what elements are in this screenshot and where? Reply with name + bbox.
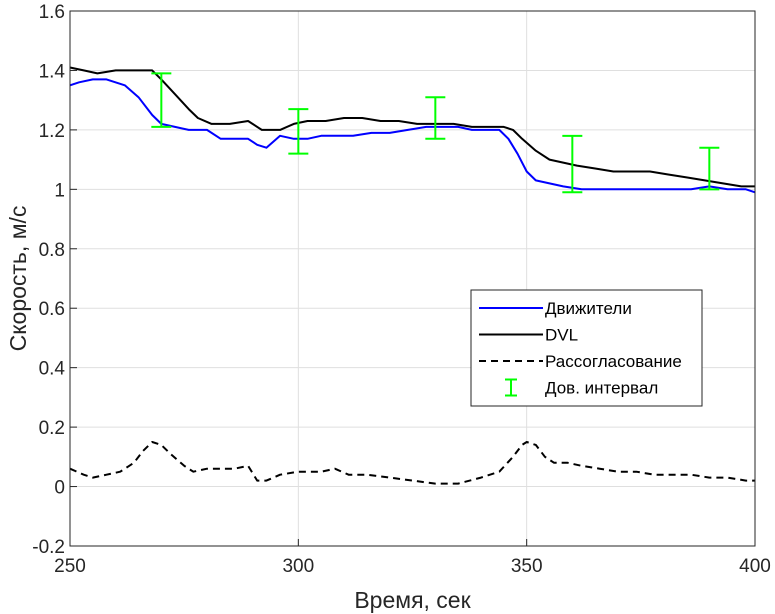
y-tick-label: 0.8 [39, 240, 65, 261]
y-tick-label: 1.4 [39, 61, 66, 82]
errorbar-mark [288, 108, 309, 155]
legend-label: Движители [545, 299, 632, 318]
errorbar-mark [699, 146, 720, 191]
y-tick-label: 0.2 [39, 418, 65, 439]
legend: Движители DVL Рассогласование Дов. интервал [470, 289, 703, 407]
y-tick-label: 0 [54, 478, 65, 499]
x-tick-label: 250 [54, 556, 86, 577]
series-0-line [69, 78, 756, 194]
y-axis-label: Скорость, м/с [5, 206, 31, 352]
tick-layer: 250 300 350 400 -0.2 0 0.2 0.4 0.6 0.8 1 1.2 1.4 1.6 [32, 2, 771, 577]
legend-box [470, 289, 703, 407]
legend-label: DVL [545, 326, 578, 345]
series-2-line [69, 441, 755, 485]
x-axis-label: Время, сек [354, 587, 471, 613]
y-tick-label: 1.6 [39, 2, 65, 23]
legend-label: Дов. интервал [545, 379, 658, 398]
plot-border [69, 10, 756, 547]
series-1-line [69, 66, 755, 188]
x-tick-label: 300 [282, 556, 314, 577]
y-tick-label: 1 [54, 180, 65, 201]
y-tick-label: 0.4 [39, 359, 66, 380]
x-tick-label: 400 [739, 556, 771, 577]
x-tick-label: 350 [511, 556, 543, 577]
legend-label: Рассогласование [545, 352, 682, 371]
errorbar-mark [425, 96, 446, 140]
y-tick-label: 0.6 [39, 299, 65, 320]
errorbar-mark [562, 134, 583, 194]
y-tick-label: 1.2 [39, 121, 65, 142]
y-tick-label: -0.2 [32, 537, 65, 558]
errorbar-mark [151, 72, 172, 128]
series-layer [69, 66, 756, 485]
